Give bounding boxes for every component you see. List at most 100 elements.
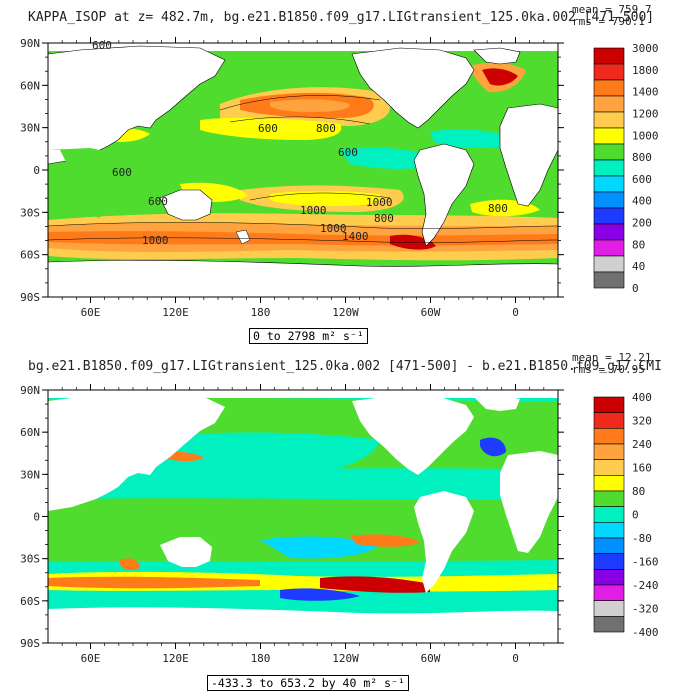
lon-label: 0 (512, 652, 519, 665)
colorbar-box (593, 255, 625, 273)
contour-label: 600 (258, 122, 278, 135)
lat-label: 0 (33, 164, 40, 177)
colorbar-box (593, 490, 625, 507)
lon-label: 180 (251, 306, 271, 319)
lat-label: 30S (20, 553, 40, 566)
lat-label: 60S (20, 595, 40, 608)
colorbar-box (593, 412, 625, 429)
contour-label: 1000 (300, 204, 327, 217)
contour-label: 600 (338, 146, 358, 159)
colorbar-label: 240 (632, 438, 652, 451)
lat-label: 30N (20, 468, 40, 481)
colorbar-box (593, 191, 625, 209)
lat-label: 90S (20, 637, 40, 650)
panel1-map (48, 43, 558, 297)
colorbar-box (593, 553, 625, 570)
contour-label: 600 (148, 195, 168, 208)
lon-label: 120W (332, 652, 359, 665)
colorbar-label: 40 (632, 260, 645, 273)
lon-label: 180 (251, 652, 271, 665)
colorbar-label: 0 (632, 509, 639, 522)
colorbar-box (593, 175, 625, 193)
lat-label: 0 (33, 511, 40, 524)
contour-label: 800 (488, 202, 508, 215)
colorbar-label: 800 (632, 151, 652, 164)
lat-label: 60N (20, 426, 40, 439)
colorbar-label: 80 (632, 485, 645, 498)
lat-label: 90N (20, 37, 40, 50)
colorbar-label: -320 (632, 603, 659, 616)
colorbar-box (593, 428, 625, 445)
lon-label: 60W (421, 306, 441, 319)
contour-label: 1400 (342, 230, 369, 243)
lon-label: 60W (421, 652, 441, 665)
colorbar-box (593, 569, 625, 586)
panel2-mean: mean = 12.21 (572, 351, 652, 364)
colorbar-label: 400 (632, 195, 652, 208)
colorbar-label: 1400 (632, 86, 659, 99)
panel2-range-label: -433.3 to 653.2 by 40 m² s⁻¹ (207, 675, 409, 691)
colorbar-box (593, 207, 625, 225)
colorbar-label: 0 (632, 282, 639, 295)
colorbar-label: 80 (632, 238, 645, 251)
panel1-title: KAPPA_ISOP at z= 482.7m, bg.e21.B1850.f0… (28, 10, 655, 25)
colorbar-box (593, 537, 625, 554)
lat-label: 30S (20, 206, 40, 219)
colorbar-box (593, 443, 625, 460)
lon-label: 120W (332, 306, 359, 319)
colorbar-label: 1200 (632, 107, 659, 120)
colorbar-label: -240 (632, 579, 659, 592)
lat-label: 90S (20, 291, 40, 304)
colorbar-label: 3000 (632, 42, 659, 55)
lon-label: 60E (81, 652, 101, 665)
colorbar-label: 600 (632, 173, 652, 186)
panel2-colorbar: 400 320 240 160 80 0 -80 -160 -240 -320 -400 (593, 391, 659, 639)
lat-label: 90N (20, 384, 40, 397)
colorbar-label: 320 (632, 415, 652, 428)
panel1-range-label: 0 to 2798 m² s⁻¹ (249, 328, 368, 344)
panel1-axes: 90N 60N 30N 0 30S 60S 90S 60E 120E 180 120W 60W 0 (20, 37, 564, 319)
colorbar-label: 1800 (632, 64, 659, 77)
contour-label: 600 (112, 166, 132, 179)
contour-label: 800 (316, 122, 336, 135)
panel2-map (48, 390, 558, 643)
colorbar-label: 1000 (632, 129, 659, 142)
colorbar-label: -400 (632, 626, 659, 639)
colorbar-box (593, 223, 625, 241)
contour-label: 800 (374, 212, 394, 225)
panel1-rms: rms = 790.1 (572, 15, 645, 28)
contour-label: 1000 (142, 234, 169, 247)
colorbar-box (593, 63, 625, 81)
contour-label: 1000 (320, 222, 347, 235)
colorbar-label: -160 (632, 556, 659, 569)
contour-label: 1000 (366, 196, 393, 209)
colorbar-box (593, 111, 625, 129)
lon-label: 120E (162, 652, 189, 665)
colorbar-label: 200 (632, 217, 652, 230)
colorbar-box (593, 159, 625, 177)
colorbar-box (593, 239, 625, 257)
colorbar-box (593, 396, 625, 413)
panel2-title: bg.e21.B1850.f09_g17.LIGtransient_125.0k… (28, 359, 662, 374)
lon-label: 60E (81, 306, 101, 319)
colorbar-label: 400 (632, 391, 652, 404)
colorbar-box (593, 95, 625, 113)
colorbar-box (593, 47, 625, 65)
colorbar-box (593, 475, 625, 492)
colorbar-box (593, 600, 625, 617)
colorbar-box (593, 584, 625, 601)
panel2-rms: rms = 70.95 (572, 363, 645, 376)
panel2-axes: 90N 60N 30N 0 30S 60S 90S 60E 120E 180 120W 60W 0 (20, 384, 564, 665)
lat-label: 30N (20, 122, 40, 135)
colorbar-box (593, 79, 625, 97)
lon-label: 120E (162, 306, 189, 319)
contour-label: 600 (92, 39, 112, 52)
colorbar-box (593, 459, 625, 476)
lat-label: 60N (20, 79, 40, 92)
lat-label: 60S (20, 249, 40, 262)
colorbar-box (593, 522, 625, 539)
panel1-mean: mean = 759.7 (572, 3, 652, 16)
